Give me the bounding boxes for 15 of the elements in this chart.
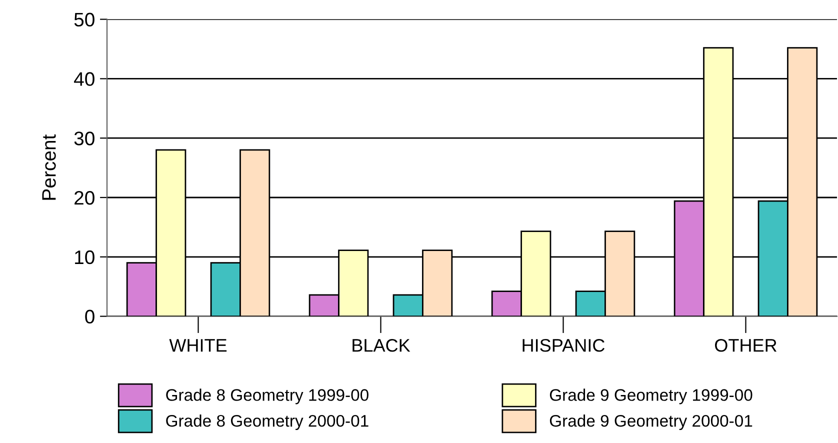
y-tick-label: 40 xyxy=(74,72,94,86)
legend-label: Grade 9 Geometry 2000-01 xyxy=(550,414,752,430)
y-tick-label: 30 xyxy=(74,132,94,146)
x-tick-label: BLACK xyxy=(352,339,410,352)
x-tick-label: OTHER xyxy=(715,339,777,352)
y-tick-label: 50 xyxy=(74,12,94,27)
x-tick-label: WHITE xyxy=(169,339,227,352)
y-tick-label: 10 xyxy=(75,250,94,264)
y-axis-title: Percent xyxy=(42,134,56,200)
x-tick-label: HISPANIC xyxy=(522,339,605,352)
legend-label: Grade 8 Geometry 2000-01 xyxy=(166,414,368,430)
legend-label: Grade 8 Geometry 1999-00 xyxy=(166,388,368,404)
y-tick-label: 20 xyxy=(74,190,94,205)
y-tick-label: 0 xyxy=(85,310,94,324)
legend-label: Grade 9 Geometry 1999-00 xyxy=(550,388,752,404)
